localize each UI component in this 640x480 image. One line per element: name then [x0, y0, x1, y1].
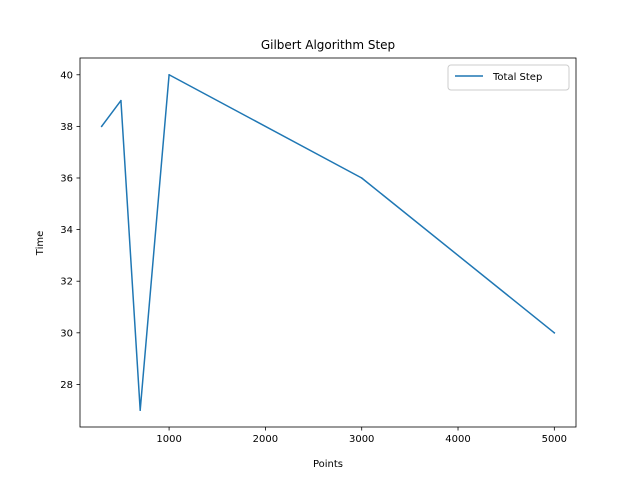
x-tick-label: 5000: [542, 434, 567, 445]
y-tick-label: 40: [60, 70, 73, 81]
data-point: [360, 177, 363, 179]
x-axis-ticks: 1000 2000 3000 4000 5000: [156, 427, 567, 445]
y-tick-label: 30: [60, 328, 73, 339]
series-layer: [100, 74, 556, 411]
series-line-total-step: [100, 74, 556, 411]
plot-frame: [79, 57, 577, 428]
x-tick-label: 3000: [349, 434, 374, 445]
data-point: [168, 74, 170, 76]
chart-title: Gilbert Algorithm Step: [261, 38, 395, 52]
x-axis-label: Points: [313, 459, 343, 470]
legend-box: [447, 64, 570, 91]
data-point: [120, 99, 122, 102]
x-tick-label: 1000: [156, 434, 181, 445]
y-tick-label: 36: [60, 173, 73, 184]
plot-area: [80, 58, 576, 427]
y-tick-label: 38: [60, 122, 73, 133]
legend: Total Step: [447, 64, 570, 91]
y-axis-label: Time: [35, 231, 46, 256]
data-point: [100, 125, 103, 128]
legend-label-total-step: Total Step: [492, 72, 542, 83]
data-point: [139, 409, 141, 411]
y-tick-label: 28: [60, 380, 73, 391]
data-point: [553, 332, 556, 334]
y-axis-ticks: 28 30 32 34 36 38 40: [60, 70, 80, 391]
x-tick-label: 4000: [445, 434, 470, 445]
y-tick-label: 34: [60, 225, 73, 236]
y-tick-label: 32: [60, 277, 73, 288]
x-tick-label: 2000: [253, 434, 278, 445]
